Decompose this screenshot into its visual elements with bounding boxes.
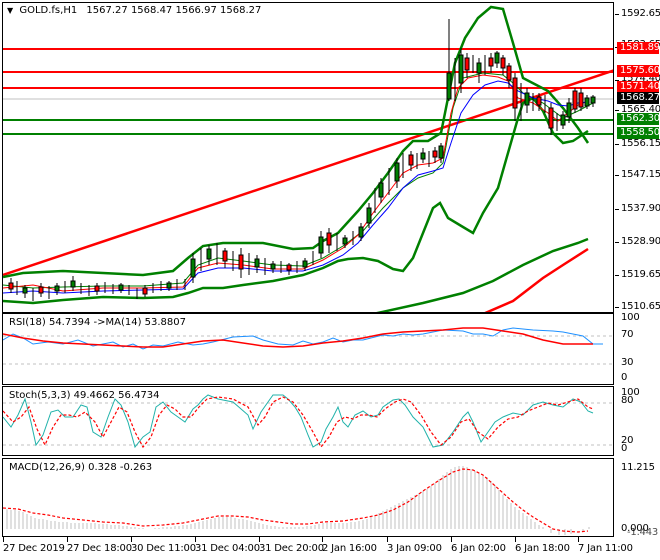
triangle-down-icon[interactable]: ▼ [7, 6, 14, 15]
rsi-tick: 0 [621, 372, 628, 383]
macd-title: MACD(12,26,9) 0.328 -0.263 [9, 462, 153, 473]
rsi-tick: 100 [621, 312, 640, 323]
price-tick: 1565.40 [621, 104, 660, 115]
rsi-axis: 100 70 30 0 [615, 313, 660, 385]
time-label: 3 Jan 09:00 [387, 543, 442, 554]
price-plot [3, 5, 613, 312]
stoch-tick: 80 [621, 395, 634, 406]
time-label: 7 Jan 11:00 [578, 543, 633, 554]
symbol-label: GOLD.fs,H1 [19, 5, 78, 16]
rsi-title: RSI(18) 54.7394 ->MA(14) 53.8807 [9, 317, 186, 328]
current-price-tag: 1568.27 [617, 92, 660, 104]
rsi-panel[interactable]: RSI(18) 54.7394 ->MA(14) 53.8807 [2, 313, 614, 385]
rsi-tick: 30 [621, 357, 634, 368]
price-tick: 1510.65 [621, 301, 660, 312]
time-label: 27 Dec 2019 [3, 543, 65, 554]
rsi-plot [3, 327, 613, 365]
time-label: 2 Jan 16:00 [322, 543, 377, 554]
time-label: 6 Jan 02:00 [451, 543, 506, 554]
price-tick: 1537.90 [621, 203, 660, 214]
macd-tick: 11.215 [621, 462, 655, 473]
ohlc-values: 1567.27 1568.47 1566.97 1568.27 [86, 5, 262, 16]
macd-axis: 11.215 0.000 -1.443 [615, 458, 660, 538]
stochastic-axis: 100 80 20 0 [615, 386, 660, 456]
price-tick: 1519.65 [621, 269, 660, 280]
level-tag-resistance: 1571.40 [617, 81, 660, 93]
price-tick: 1547.15 [621, 169, 660, 180]
macd-panel[interactable]: MACD(12,26,9) 0.328 -0.263 [2, 458, 614, 537]
stochastic-panel[interactable]: Stoch(5,3,3) 49.4662 56.4734 [2, 386, 614, 456]
price-tick: 1574.40 [621, 73, 660, 84]
level-tag-resistance: 1575.60 [617, 65, 660, 77]
time-label: 30 Dec 11:00 [131, 543, 196, 554]
price-axis: 1592.65 1583.65 1574.40 1565.40 1556.15 … [615, 2, 660, 313]
stoch-tick: 100 [621, 387, 640, 398]
time-label: 31 Dec 04:00 [195, 543, 260, 554]
price-tick: 1528.90 [621, 236, 660, 247]
time-label: 31 Dec 20:00 [259, 543, 324, 554]
level-tag-support: 1558.50 [617, 127, 660, 139]
rsi-tick: 70 [621, 329, 634, 340]
macd-plot [3, 466, 590, 535]
stoch-tick: 20 [621, 435, 634, 446]
stoch-tick: 0 [621, 443, 628, 454]
stochastic-title: Stoch(5,3,3) 49.4662 56.4734 [9, 390, 160, 401]
macd-tick: -1.443 [627, 527, 659, 538]
level-tag-support: 1562.30 [617, 113, 660, 125]
level-tag-resistance: 1581.89 [617, 42, 660, 54]
price-tick: 1556.15 [621, 138, 660, 149]
price-tick: 1592.65 [621, 8, 660, 19]
time-label: 6 Jan 18:00 [515, 543, 570, 554]
macd-tick: 0.000 [621, 523, 649, 534]
stochastic-plot [3, 394, 613, 449]
chart-header: ▼ GOLD.fs,H1 1567.27 1568.47 1566.97 156… [7, 5, 261, 16]
main-price-chart[interactable]: ▼ GOLD.fs,H1 1567.27 1568.47 1566.97 156… [2, 2, 614, 313]
time-label: 27 Dec 18:00 [67, 543, 132, 554]
